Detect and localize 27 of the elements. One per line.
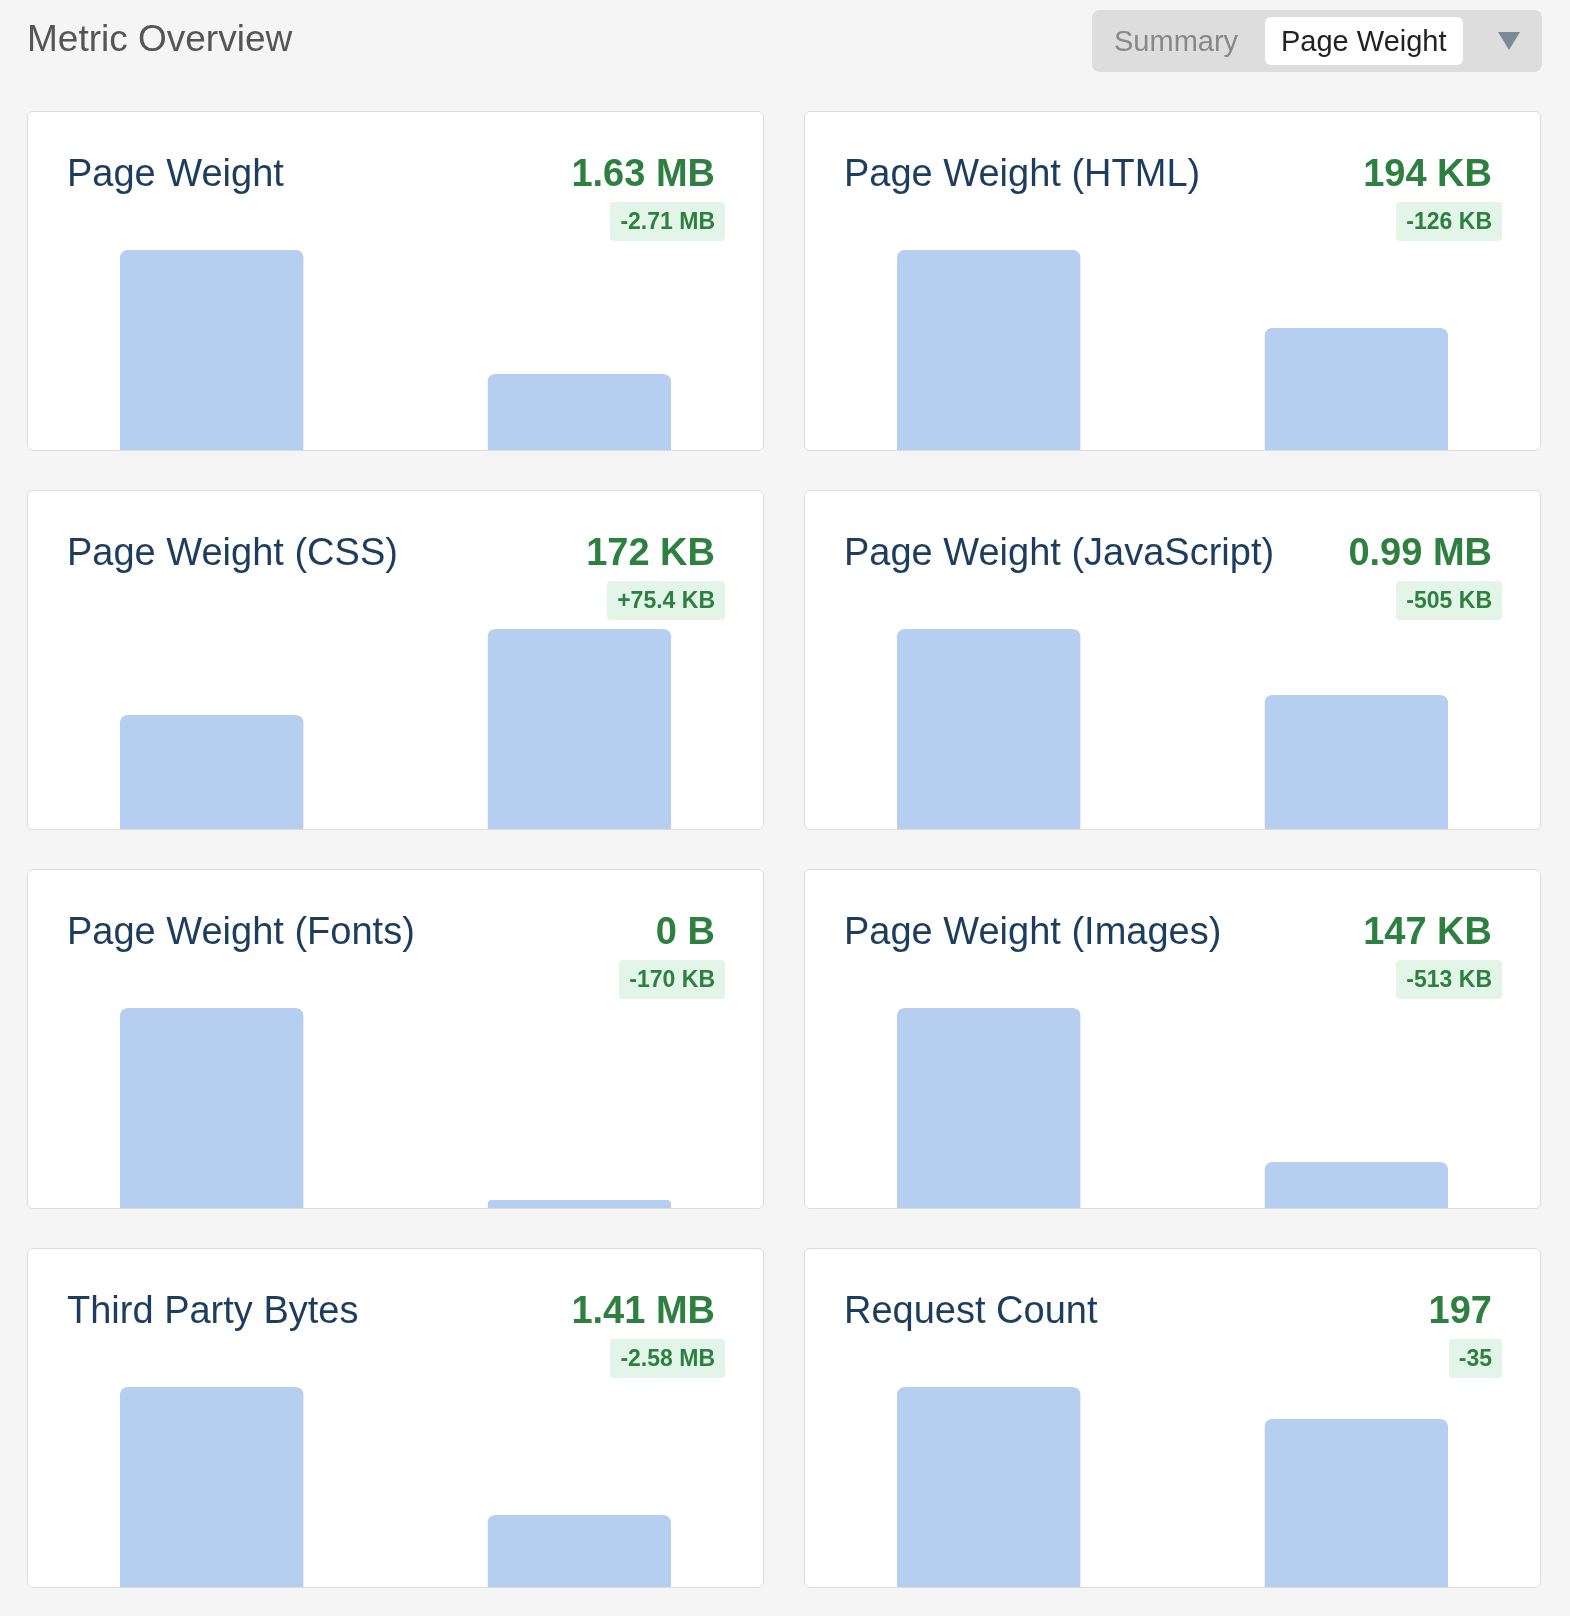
text: 0 B	[655, 910, 715, 953]
chart-title: Request Count	[844, 1289, 1098, 1332]
text: +75.4 KB	[607, 581, 725, 620]
chart-title: Page Weight (Fonts)	[67, 910, 415, 953]
text: -513 KB	[1396, 960, 1502, 999]
chart-title: Page Weight (Images)	[844, 910, 1222, 953]
text: -2.71 MB	[610, 202, 725, 241]
text: -35	[1448, 1339, 1502, 1378]
text: 197	[1428, 1289, 1492, 1332]
chart-title: Page Weight (CSS)	[67, 531, 398, 574]
text: -505 KB	[1396, 581, 1502, 620]
text: Page Weight	[1265, 17, 1463, 65]
text: Summary	[1114, 25, 1239, 58]
text: 1.41 MB	[571, 1289, 715, 1332]
chart-title: Page Weight (HTML)	[844, 152, 1201, 195]
chart-title: Page Weight	[67, 152, 284, 195]
text: 0.99 MB	[1348, 531, 1492, 574]
chart-title: Page Weight (JavaScript)	[844, 531, 1275, 574]
text: -170 KB	[619, 960, 725, 999]
text: 172 KB	[586, 531, 715, 574]
text: Metric Overview	[27, 18, 293, 60]
text: 194 KB	[1363, 152, 1492, 195]
text: -2.58 MB	[610, 1339, 725, 1378]
text: 147 KB	[1363, 910, 1492, 953]
chart-title: Third Party Bytes	[67, 1289, 359, 1332]
text: 1.63 MB	[571, 152, 715, 195]
text: -126 KB	[1396, 202, 1502, 241]
